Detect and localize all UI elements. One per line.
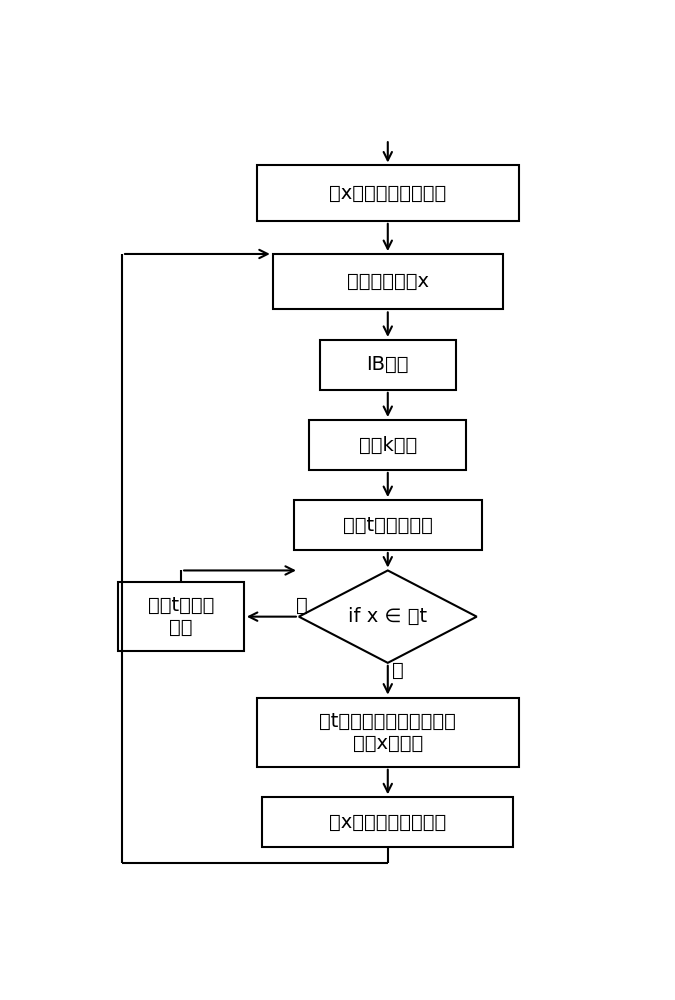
Text: 簇t中所有训练样本投票，
给出x的类别: 簇t中所有训练样本投票， 给出x的类别: [319, 712, 456, 753]
Text: IB聚类: IB聚类: [367, 355, 409, 374]
Bar: [262, 797, 513, 847]
Text: 合并训练集和x: 合并训练集和x: [347, 272, 429, 291]
Text: 令x为下一个测试样本: 令x为下一个测试样本: [329, 813, 446, 832]
Text: 令簇t为下一
个簇: 令簇t为下一 个簇: [148, 596, 215, 637]
Bar: [257, 698, 518, 767]
Text: if x ∈ 簇t: if x ∈ 簇t: [348, 607, 427, 626]
Text: 是: 是: [392, 661, 404, 680]
Bar: [257, 165, 518, 221]
Bar: [320, 340, 456, 390]
Text: 令x为第一个测试样本: 令x为第一个测试样本: [329, 184, 446, 203]
Bar: [294, 500, 482, 550]
Bar: [309, 420, 466, 470]
Text: 否: 否: [296, 596, 307, 615]
Text: 得到k个簇: 得到k个簇: [358, 435, 417, 454]
Bar: [273, 254, 503, 309]
Polygon shape: [299, 570, 477, 663]
Text: 令簇t为第一个簇: 令簇t为第一个簇: [343, 516, 433, 535]
Bar: [118, 582, 244, 651]
